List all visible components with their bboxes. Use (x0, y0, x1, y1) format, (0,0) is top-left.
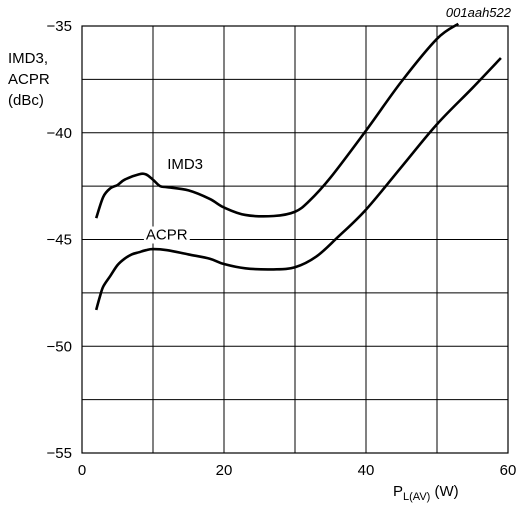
series-label-acpr: ACPR (146, 227, 188, 244)
y-tick-label: −40 (47, 125, 72, 142)
series-label-bg (143, 226, 190, 244)
y-axis-label: IMD3, ACPR (dBc) (8, 48, 50, 111)
series-line-imd3 (94, 22, 460, 219)
series-line-acpr (94, 57, 502, 311)
y-tick-label: −55 (47, 445, 72, 462)
series-lines: IMD3 ACPR (94, 22, 502, 311)
y-axis-label-line: ACPR (8, 71, 50, 88)
x-tick-label: 60 (500, 462, 517, 479)
x-axis-label-main: P (393, 483, 404, 500)
tick-labels: −35 −40 −45 −50 −55 0 20 40 60 (47, 18, 517, 479)
series-label-imd3: IMD3 (167, 156, 203, 173)
x-tick-label: 0 (78, 462, 86, 479)
plot-frame (81, 25, 509, 454)
x-axis-label: PL(AV) (W) (393, 483, 459, 503)
x-axis-label-unit: (W) (430, 483, 459, 500)
y-axis-label-line: (dBc) (8, 92, 44, 109)
figure-id: 001aah522 (445, 5, 511, 20)
y-axis-label-line: IMD3, (8, 50, 49, 67)
x-tick-label: 20 (216, 462, 233, 479)
y-tick-label: −50 (47, 338, 72, 355)
y-tick-label: −35 (47, 18, 72, 35)
x-axis-label-sub: L(AV) (403, 491, 431, 503)
series-label-bg (165, 156, 206, 174)
x-tick-label: 40 (358, 462, 375, 479)
y-tick-label: −45 (47, 232, 72, 249)
